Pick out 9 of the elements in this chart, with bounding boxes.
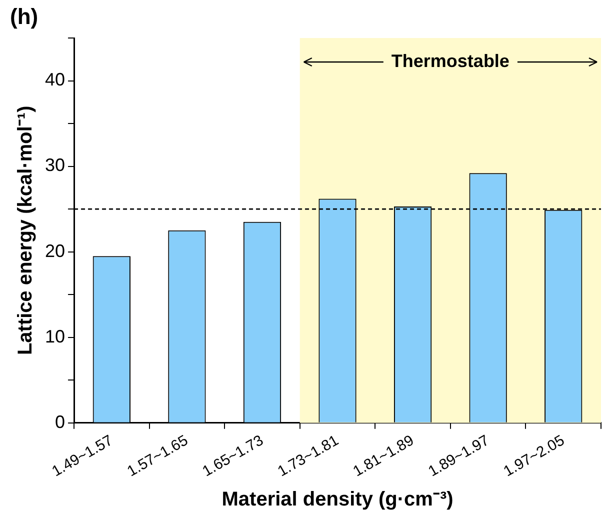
y-tick-label: 0 [55,412,66,432]
y-axis-title: Lattice energy (kcal·mol⁻¹) [14,106,37,356]
y-tick-label: 20 [44,240,66,261]
y-tick-label: 30 [44,155,66,176]
x-axis-title: Material density (g·cm⁻³) [222,488,454,511]
band-label: Thermostable [391,50,510,71]
y-tick-label: 10 [44,326,66,346]
y-tick-label: 40 [44,70,66,90]
chart-title: (h) [10,4,38,30]
